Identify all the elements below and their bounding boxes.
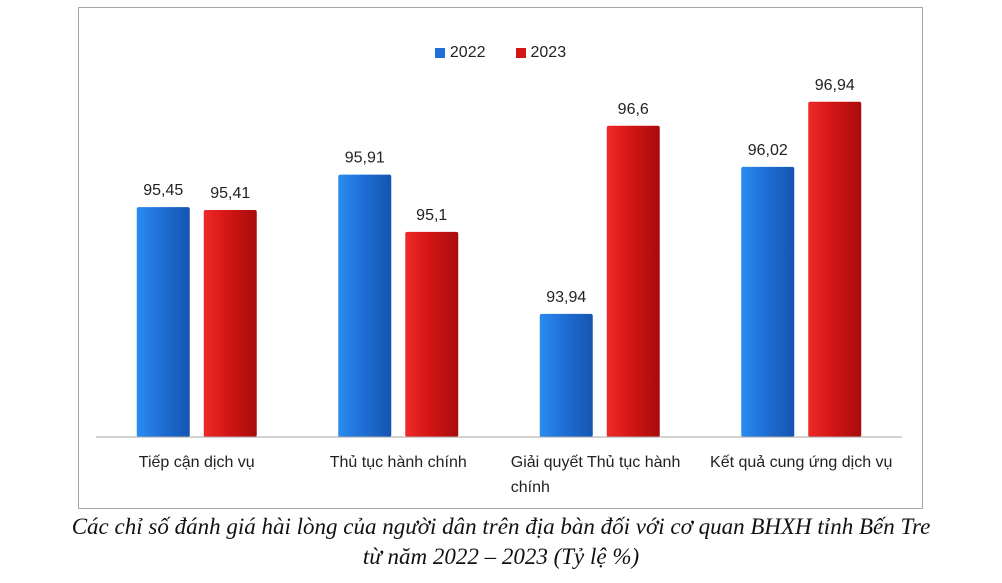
labels-layer: 95,45 95,41 Tiếp cận dịch vụ 95,91 95,1 Thủ t…	[139, 77, 893, 496]
data-label-2023-3: 96,94	[815, 77, 855, 94]
legend-item-2023: 2023	[515, 44, 567, 62]
data-label-2022-2: 93,94	[546, 289, 586, 306]
legend: 2022 2023	[79, 44, 922, 62]
category-label-3: Kết quả cung ứng dịch vụ	[710, 454, 892, 471]
legend-label-2022: 2022	[449, 44, 486, 61]
legend-swatch-2023	[515, 48, 526, 58]
data-label-2023-2: 96,6	[618, 101, 649, 118]
category-label-1: Thủ tục hành chính	[330, 454, 467, 471]
bar-2023-0	[203, 209, 257, 437]
legend-label-2023: 2023	[530, 44, 567, 61]
bar-2022-3	[741, 166, 795, 437]
bar-2022-2	[539, 313, 593, 437]
data-label-2022-3: 96,02	[748, 142, 788, 159]
legend-item-2022: 2022	[434, 44, 486, 62]
caption-line-1: Các chỉ số đánh giá hài lòng của người d…	[71, 514, 931, 539]
category-label-0: Tiếp cận dịch vụ	[139, 454, 255, 471]
category-label-2: Giải quyết Thủ tục hành chính	[511, 454, 681, 496]
bars-layer	[136, 101, 862, 438]
chart-frame: 2022 2023 95,45 95,41 Tiếp cận dịch vụ 95,9…	[78, 7, 923, 509]
figure-caption: Các chỉ số đánh giá hài lòng của người d…	[0, 512, 1002, 572]
bar-2023-2	[606, 125, 660, 438]
legend-swatch-2022	[434, 48, 445, 58]
data-label-2023-0: 95,41	[210, 185, 250, 202]
bar-2023-3	[808, 101, 862, 438]
data-label-2022-0: 95,45	[143, 182, 183, 199]
bar-2022-1	[338, 174, 392, 438]
bar-chart: 95,45 95,41 Tiếp cận dịch vụ 95,91 95,1 Thủ t…	[96, 77, 902, 496]
bar-2023-1	[405, 231, 459, 437]
caption-line-2: từ năm 2022 – 2023 (Tỷ lệ %)	[362, 544, 640, 569]
bar-2022-0	[136, 207, 190, 437]
data-label-2023-1: 95,1	[416, 207, 447, 224]
data-label-2022-1: 95,91	[345, 150, 385, 167]
